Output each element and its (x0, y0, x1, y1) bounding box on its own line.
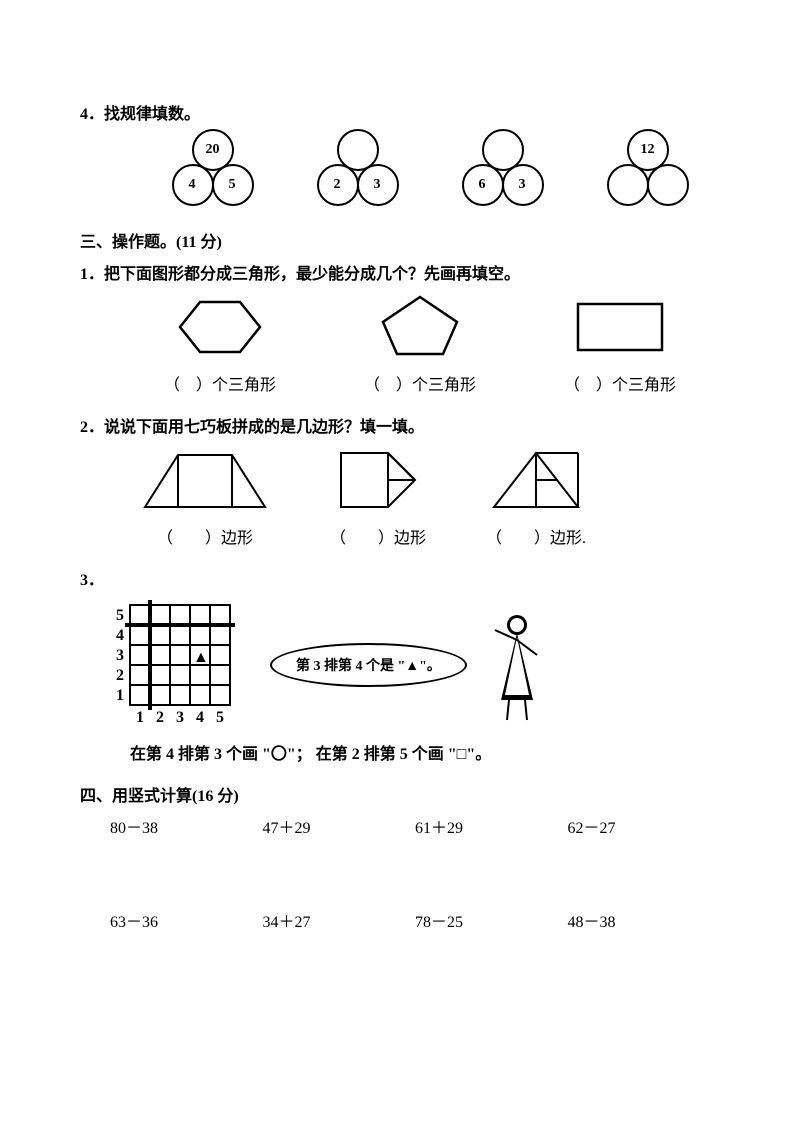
q3-2-number: 2． (80, 413, 104, 437)
calc-problem: 80－38 (110, 814, 263, 838)
triple-br: 3 (519, 177, 526, 193)
q3-3-number: 3． (80, 566, 720, 590)
row-label: 5 (116, 607, 124, 624)
shape-rect: （ ）个三角形 (520, 292, 720, 395)
row-label: 4 (116, 627, 124, 644)
calc-problem: 78－25 (415, 908, 568, 932)
col-label: 2 (156, 709, 164, 726)
calc-problem: 62－27 (568, 814, 721, 838)
triple-top: 20 (206, 142, 220, 158)
tangram-trapezoid: （ ）边形 (140, 445, 270, 548)
calc-problem: 61＋29 (415, 814, 568, 838)
col-label: 4 (196, 709, 204, 726)
section-3-heading: 三、操作题。(11 分) (80, 228, 720, 252)
question-3-2: 2． 说说下面用七巧板拼成的是几边形？填一填。 （ ）边形 （ ）边形 (80, 413, 720, 548)
q4-number: 4． (80, 100, 104, 124)
circle-triples-row: 20 4 5 2 3 6 3 (140, 130, 720, 210)
shape-caption: （ ）个三角形 (520, 371, 720, 395)
q4-title: 找规律填数。 (104, 100, 200, 124)
circle-triple: 20 4 5 (163, 130, 263, 210)
shape-hexagon: （ ）个三角形 (120, 292, 320, 395)
col-label: 1 (136, 709, 144, 726)
triple-bl: 6 (479, 177, 486, 193)
q3-1-number: 1． (80, 260, 104, 284)
col-label: 3 (176, 709, 184, 726)
speech-bubble: 第 3 排第 4 个是 "▲"。 (270, 643, 467, 687)
row-label: 3 (116, 647, 124, 664)
girl-icon (487, 605, 547, 725)
tangram-pent: （ ）边形 (330, 445, 426, 548)
triple-br: 3 (374, 177, 381, 193)
triple-bl: 4 (189, 177, 196, 193)
shapes-row: （ ）个三角形 （ ）个三角形 （ ）个三角形 (120, 292, 720, 395)
tangram-quad: （ ）边形. (486, 445, 586, 548)
triple-br: 5 (229, 177, 236, 193)
tangram-caption: （ ）边形 (140, 524, 270, 548)
question-3-3: 3． 5 4 3 2 1 ▲ (80, 566, 720, 764)
row-label: 2 (116, 667, 124, 684)
triple-top: 12 (641, 142, 655, 158)
tangram-caption: （ ）边形. (486, 524, 586, 548)
coordinate-grid: 5 4 3 2 1 ▲ 1 2 (110, 600, 250, 730)
row-label: 1 (116, 687, 124, 704)
shape-caption: （ ）个三角形 (320, 371, 520, 395)
calc-problem: 48－38 (568, 908, 721, 932)
shape-caption: （ ）个三角形 (120, 371, 320, 395)
q3-3-instruction: 在第 4 排第 3 个画 "〇"； 在第 2 排第 5 个画 "□"。 (130, 740, 720, 764)
calc-problem: 63－36 (110, 908, 263, 932)
shape-pentagon: （ ）个三角形 (320, 292, 520, 395)
section-4-heading: 四、用竖式计算(16 分) (80, 782, 720, 806)
circle-triple: 12 (598, 130, 698, 210)
triple-bl: 2 (334, 177, 341, 193)
q3-2-text: 说说下面用七巧板拼成的是几边形？填一填。 (104, 413, 424, 437)
tangram-caption: （ ）边形 (330, 524, 426, 548)
tangram-row: （ ）边形 （ ）边形 （ ）边形. (140, 445, 720, 548)
q3-1-text: 把下面图形都分成三角形，最少能分成几个？先画再填空。 (104, 260, 520, 284)
calc-problem: 47＋29 (263, 814, 416, 838)
question-3-1: 1． 把下面图形都分成三角形，最少能分成几个？先画再填空。 （ ）个三角形 （ … (80, 260, 720, 395)
col-label: 5 (216, 709, 224, 726)
circle-triple: 6 3 (453, 130, 553, 210)
grid-marker-icon: ▲ (193, 649, 209, 666)
circle-triple: 2 3 (308, 130, 408, 210)
calc-grid: 80－38 47＋29 61＋29 62－27 63－36 34＋27 78－2… (110, 814, 720, 932)
question-4: 4． 找规律填数。 20 4 5 2 3 (80, 100, 720, 210)
calc-problem: 34＋27 (263, 908, 416, 932)
